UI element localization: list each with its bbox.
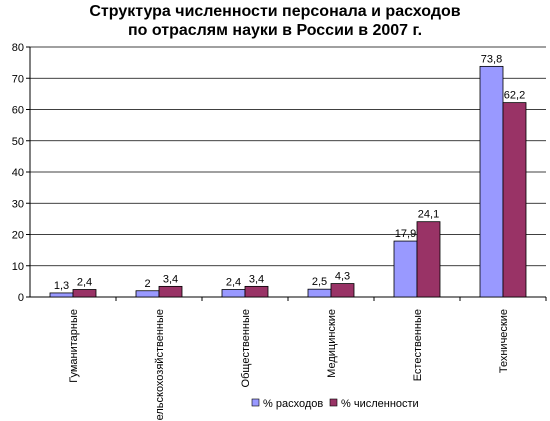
y-tick-label: 30 [12, 198, 24, 210]
bar-expenses [221, 289, 246, 298]
y-tick-label: 40 [12, 167, 24, 179]
chart-title-line-1: Структура численности персонала и расход… [89, 3, 461, 20]
bar-personnel [158, 285, 183, 298]
bar-expenses [135, 290, 160, 298]
x-category-label: Гуманитарные [68, 309, 80, 383]
data-label-personnel: 2,4 [77, 277, 92, 289]
bar-personnel [502, 102, 527, 298]
bar-expenses [479, 65, 504, 298]
data-label-expenses: 73,8 [481, 53, 502, 65]
data-label-personnel: 4,3 [335, 271, 350, 283]
y-tick-label: 60 [12, 105, 24, 117]
y-tick-label: 10 [12, 261, 24, 273]
bar-personnel [72, 289, 97, 298]
bar-personnel [416, 221, 441, 298]
y-tick-label: 0 [18, 292, 24, 304]
y-tick-label: 50 [12, 136, 24, 148]
bar-expenses [393, 240, 418, 298]
legend-item-expenses-swatch [251, 398, 260, 407]
data-label-expenses: 2 [144, 278, 150, 290]
data-label-personnel: 3,4 [163, 273, 178, 285]
legend-item-personnel-swatch [329, 398, 338, 407]
y-tick-label: 70 [12, 73, 24, 85]
chart-title: Структура численности персонала и расход… [0, 2, 550, 40]
legend-item-expenses-label: % расходов [263, 398, 323, 410]
data-label-personnel: 3,4 [249, 273, 264, 285]
bar-expenses [307, 288, 332, 298]
data-label-expenses: 2,5 [312, 276, 327, 288]
chart-title-line-2: по отраслям науки в России в 2007 г. [127, 22, 423, 39]
data-label-personnel: 62,2 [504, 90, 525, 102]
x-category-label: Медицинские [326, 309, 338, 378]
bar-personnel [244, 285, 269, 298]
x-category-label: Естественные [412, 309, 424, 381]
y-tick-label: 80 [12, 42, 24, 54]
bar-expenses [49, 292, 74, 298]
x-category-label: Сельскохозяйственные [154, 309, 166, 421]
y-tick-label: 20 [12, 230, 24, 242]
data-label-expenses: 1,3 [54, 280, 69, 292]
legend-item-personnel-label: % численности [341, 398, 419, 410]
data-label-expenses: 17,9 [395, 228, 416, 240]
bar-personnel [330, 283, 355, 298]
data-label-personnel: 24,1 [418, 209, 439, 221]
data-label-expenses: 2,4 [226, 277, 241, 289]
x-category-label: Технические [498, 309, 510, 373]
x-category-label: Общественные [240, 309, 252, 387]
